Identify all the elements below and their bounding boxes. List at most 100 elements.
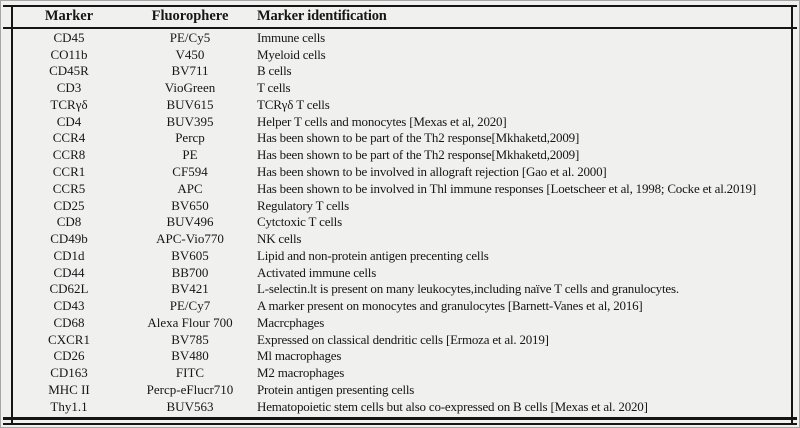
cell-identification: Myeloid cells (257, 46, 326, 62)
cell-fluorophore: BV480 (171, 348, 209, 364)
cell-fluorophore: Alexa Flour 700 (147, 314, 233, 330)
column-header-marker: Marker (44, 8, 94, 24)
cell-fluorophore: BB700 (171, 264, 209, 280)
cell-fluorophore: V450 (175, 46, 205, 62)
table-row: TCRγδ BUV615 TCRγδ T cells (13, 97, 789, 114)
cell-fluorophore: BUV615 (166, 96, 214, 112)
cell-identification: B cells (257, 63, 292, 79)
table-row: CCR5 APC Has been shown to be involved in … (13, 180, 789, 197)
table-right-border (791, 5, 793, 423)
cell-fluorophore: Percp (175, 130, 205, 146)
table-row: CCR4 Percp Has been shown to be part of th… (13, 130, 789, 147)
table-body: CD45 PE/Cy5 Immune cells CO11b V450 Myeloid c… (13, 30, 789, 416)
cell-marker: CD1d (53, 247, 85, 263)
cell-marker: MHC II (48, 381, 90, 397)
column-header-fluorophore: Fluorophere (151, 8, 229, 24)
cell-fluorophore: PE/Cy7 (169, 298, 211, 314)
cell-identification: TCRγδ T cells (257, 96, 330, 112)
bottom-double-rule-upper (3, 417, 797, 420)
table-top-rule (3, 4, 797, 7)
table-row: Thy1.1 BUV563 Hematopoietic stem cells but… (13, 398, 789, 415)
cell-identification: Helper T cells and monocytes [Mexas et a… (257, 113, 507, 129)
cell-identification: Immune cells (257, 29, 325, 45)
cell-marker: CCR1 (52, 164, 86, 179)
cell-identification: M2 macrophages (257, 365, 345, 381)
cell-identification: A marker present on monocytes and granul… (257, 298, 643, 314)
table-row: CXCR1 BV785 Expressed on classical dendrit… (13, 331, 789, 348)
table-left-border (11, 5, 13, 423)
cell-fluorophore: PE/Cy5 (169, 29, 211, 45)
cell-identification: Has been shown to be involved in allogra… (257, 164, 607, 179)
cell-marker: CCR5 (52, 180, 86, 196)
cell-marker: CD45R (49, 63, 89, 79)
cell-identification: Has been shown to be part of the Th2 res… (257, 147, 580, 163)
cell-fluorophore: BV605 (171, 247, 209, 263)
table-row: CD3 VioGreen T cells (13, 80, 789, 97)
cell-fluorophore: APC (177, 180, 203, 196)
cell-marker: CD26 (53, 348, 85, 364)
table-row: CD45R BV711 B cells (13, 63, 789, 80)
table-row: CD8 BUV496 Cytctoxic T cells (13, 214, 789, 231)
table-row: CD44 BB700 Activated immune cells (13, 264, 789, 281)
cell-marker: CD163 (50, 365, 88, 381)
cell-fluorophore: Percp-eFlucr710 (146, 381, 234, 397)
cell-marker: CCR8 (52, 147, 86, 163)
cell-marker: CD49b (50, 231, 88, 247)
cell-fluorophore: BUV395 (166, 113, 214, 129)
cell-fluorophore: BV421 (171, 281, 209, 297)
table-row: MHC II Percp-eFlucr710 Protein antigen pre… (13, 382, 789, 399)
cell-identification: Has been shown to be part of the Th2 res… (257, 130, 580, 146)
cell-identification: Cytctoxic T cells (257, 214, 342, 230)
cell-identification: Has been shown to be involved in Thl imm… (257, 180, 756, 196)
cell-marker: CD43 (53, 298, 85, 314)
cell-marker: TCRγδ (50, 96, 88, 112)
column-header-identification: Marker identification (257, 8, 387, 24)
cell-fluorophore: BV711 (171, 63, 209, 79)
cell-fluorophore: BUV563 (166, 398, 214, 414)
cell-marker: CXCR1 (48, 331, 90, 347)
table-row: CD68 Alexa Flour 700 Macrcphages (13, 315, 789, 332)
cell-identification: NK cells (257, 231, 302, 247)
cell-identification: Hematopoietic stem cells but also co-exp… (257, 398, 648, 414)
cell-fluorophore: BV650 (171, 197, 209, 213)
cell-identification: Protein antigen presenting cells (257, 381, 415, 397)
cell-marker: CD44 (53, 264, 85, 280)
cell-marker: CO11b (50, 46, 88, 62)
cell-marker: CD4 (56, 113, 82, 129)
table-row: CO11b V450 Myeloid cells (13, 46, 789, 63)
cell-marker: CCR4 (52, 130, 86, 146)
table-row: CD4 BUV395 Helper T cells and monocytes [M… (13, 113, 789, 130)
cell-marker: CD62L (49, 281, 89, 297)
cell-identification: L-selectin.lt is present on many leukocy… (257, 281, 679, 297)
table-row: CD45 PE/Cy5 Immune cells (13, 30, 789, 47)
table-row: CD62L BV421 L-selectin.lt is present on ma… (13, 281, 789, 298)
cell-marker: CD3 (56, 80, 82, 96)
cell-fluorophore: VioGreen (164, 80, 216, 96)
cell-fluorophore: BV785 (171, 331, 209, 347)
cell-fluorophore: FITC (175, 365, 205, 381)
cell-identification: Activated immune cells (257, 264, 377, 280)
cell-marker: CD25 (53, 197, 85, 213)
table-row: CD163 FITC M2 macrophages (13, 365, 789, 382)
cell-fluorophore: PE (182, 147, 198, 163)
table-row: CD1d BV605 Lipid and non-protein antigen p… (13, 247, 789, 264)
cell-marker: Thy1.1 (50, 398, 88, 414)
cell-marker: CD45 (53, 29, 85, 45)
header-bottom-rule (3, 26, 797, 29)
cell-identification: Macrcphages (257, 314, 325, 330)
table-row: CD25 BV650 Regulatory T cells (13, 197, 789, 214)
cell-identification: Lipid and non-protein antigen precenting… (257, 247, 489, 263)
cell-marker: CD68 (53, 314, 85, 330)
bottom-double-rule-lower (3, 422, 797, 425)
table-row: CCR8 PE Has been shown to be part of the T… (13, 147, 789, 164)
table-row: CCR1 CF594 Has been shown to be involved i… (13, 164, 789, 181)
cell-fluorophore: CF594 (172, 164, 208, 179)
cell-fluorophore: BUV496 (166, 214, 214, 230)
cell-identification: T cells (257, 80, 291, 96)
table-row: CD43 PE/Cy7 A marker present on monocytes … (13, 298, 789, 315)
cell-identification: Ml macrophages (257, 348, 342, 364)
cell-identification: Regulatory T cells (257, 197, 349, 213)
table-header-row: Marker Fluorophere Marker identification (13, 7, 789, 26)
cell-marker: CD8 (56, 214, 82, 230)
